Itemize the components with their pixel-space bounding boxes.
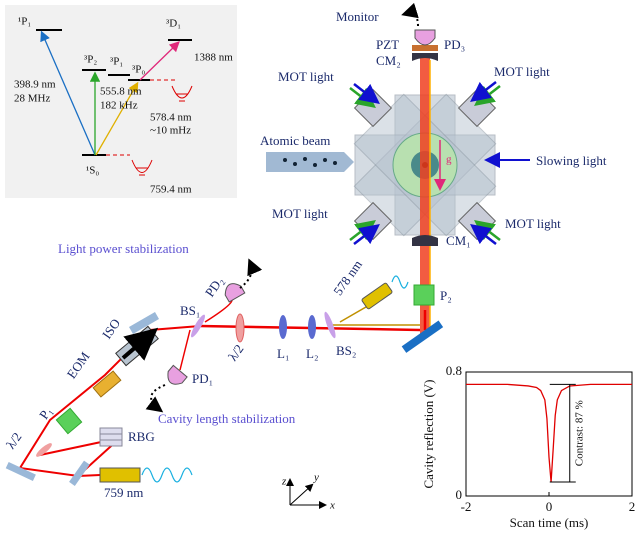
transition-label: 578.4 nm <box>150 112 192 124</box>
label: Monitor <box>336 9 379 24</box>
transition-label: 555.8 nm <box>100 86 142 98</box>
axis-label: x <box>329 500 335 512</box>
label: L₁ <box>277 346 289 361</box>
trap-label: 759.4 nm <box>150 184 192 196</box>
label: g <box>446 154 452 166</box>
y-axis-label: Cavity reflection (V) <box>421 379 436 488</box>
x-tick-label: -2 <box>461 499 472 514</box>
label: BS₂ <box>336 343 356 358</box>
label: Light power stabilization <box>58 241 189 256</box>
level-label: ¹P₁ <box>18 16 31 28</box>
label: EOM <box>64 349 93 382</box>
label: MOT light <box>272 206 328 221</box>
annotation: Contrast: 87 % <box>573 400 585 466</box>
label: PZT <box>376 37 399 52</box>
transition-label: 28 MHz <box>14 93 50 105</box>
label: Cavity length stabilization <box>158 411 296 426</box>
transition-label: 182 kHz <box>100 100 138 112</box>
label: PD₃ <box>444 37 465 52</box>
x-tick-label: 0 <box>546 499 553 514</box>
label: RBG <box>128 429 155 444</box>
plot-frame <box>466 372 632 496</box>
label: λ/2 <box>3 430 25 452</box>
label: MOT light <box>494 64 550 79</box>
transition-label: 398.9 nm <box>14 79 56 91</box>
transition-label: 1388 nm <box>194 52 233 64</box>
level-label: ³P₂ <box>84 54 97 66</box>
optics <box>6 262 443 505</box>
label: PD₁ <box>192 371 213 386</box>
label: MOT light <box>278 69 334 84</box>
level-label: ³P₁ <box>110 56 123 68</box>
energy-diagram: ¹P₁ ³P₂ ³P₁ ³P₀ ³D₁ ¹S₀ 398.9 nm 28 MHz … <box>5 5 237 198</box>
label: PD₂ <box>202 274 226 300</box>
axis-label: y <box>313 472 319 484</box>
label: λ/2 <box>225 342 247 364</box>
label: P₂ <box>440 288 452 303</box>
y-tick-label: 0 <box>456 487 463 502</box>
transition-label: ~10 mHz <box>150 125 191 137</box>
data-line <box>466 384 632 482</box>
y-tick-label: 0.8 <box>446 363 462 378</box>
level-label: ¹S₀ <box>86 165 99 177</box>
x-tick-label: 2 <box>629 499 636 514</box>
label: CM₂ <box>376 53 401 68</box>
label: 759 nm <box>104 485 143 500</box>
x-axis-label: Scan time (ms) <box>510 515 589 530</box>
label: L₂ <box>306 346 318 361</box>
level-label: ³P₀ <box>132 64 145 76</box>
label: BS₁ <box>180 303 200 318</box>
label: CM₁ <box>446 233 471 248</box>
label: 578 nm <box>330 257 365 298</box>
label: MOT light <box>505 216 561 231</box>
axis-label: z <box>281 476 287 488</box>
label: ISO <box>99 316 123 342</box>
label: Slowing light <box>536 153 607 168</box>
level-label: ³D₁ <box>166 18 181 30</box>
label: Atomic beam <box>260 133 330 148</box>
figure: ¹P₁ ³P₂ ³P₁ ³P₀ ³D₁ ¹S₀ 398.9 nm 28 MHz … <box>0 0 637 536</box>
